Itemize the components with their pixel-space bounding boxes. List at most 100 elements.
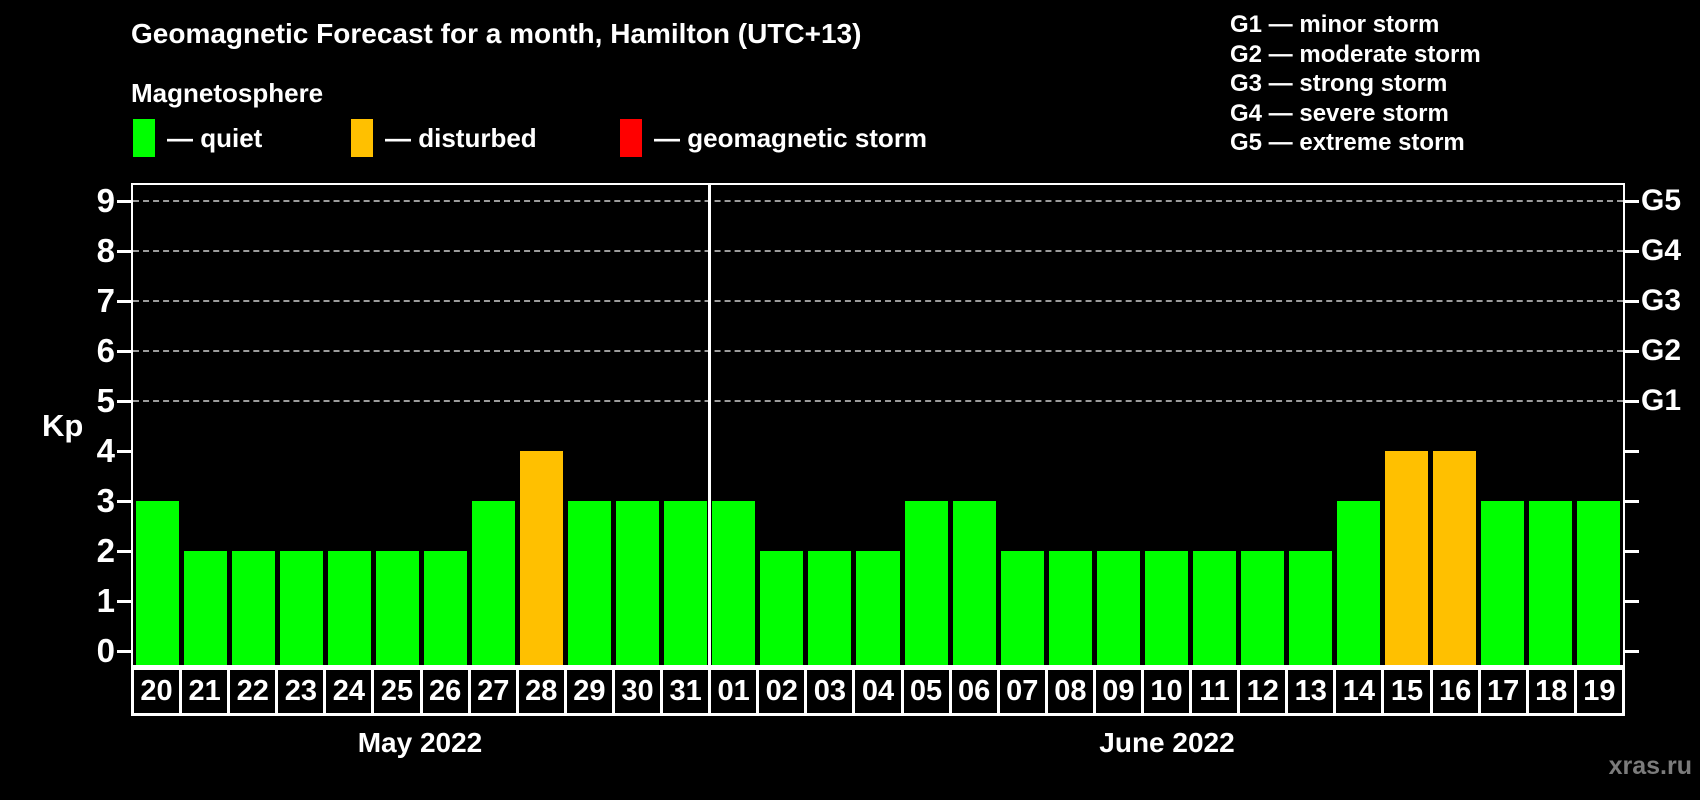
kp-bar-03 (808, 551, 852, 665)
date-cell: 02 (756, 667, 808, 716)
date-cell: 26 (419, 667, 471, 716)
kp-bar-04 (856, 551, 900, 665)
date-cell: 24 (323, 667, 375, 716)
kp-bar-20 (135, 501, 179, 665)
y-tick-left-6 (117, 350, 131, 353)
kp-bar-08 (1048, 551, 1092, 665)
y-tick-right-2 (1625, 550, 1639, 553)
date-cell: 11 (1189, 667, 1241, 716)
y-tick-right-9 (1625, 200, 1639, 203)
g-axis-label-g5: G5 (1641, 184, 1682, 217)
date-cell: 03 (804, 667, 856, 716)
date-axis: 20 21 22 23 24 25 26 27 28 29 30 31 01 02 03 04 05 06 07 08… (131, 667, 1625, 716)
kp-bar-02 (760, 551, 804, 665)
kp-bar-16 (1433, 451, 1477, 665)
kp-bar-22 (231, 551, 275, 665)
legend-item-quiet: — quiet (133, 118, 262, 158)
kp-bar-18 (1529, 501, 1573, 665)
page-title: Geomagnetic Forecast for a month, Hamilt… (131, 18, 862, 49)
y-tick-left-1 (117, 600, 131, 603)
watermark: xras.ru (1608, 752, 1692, 780)
g-legend-item-g5: G5 — extreme storm (1230, 129, 1465, 156)
date-cell: 30 (611, 667, 664, 716)
disturbed-color-swatch (351, 119, 373, 157)
y-tick-right-5 (1625, 400, 1639, 403)
y-tick-label-7: 7 (96, 282, 115, 319)
storm-color-swatch (620, 119, 642, 157)
date-cell: 18 (1525, 667, 1577, 716)
legend-label-disturbed: — disturbed (385, 122, 537, 153)
legend-label-quiet: — quiet (167, 122, 263, 153)
date-cell: 07 (996, 667, 1048, 716)
kp-bar-10 (1144, 551, 1188, 665)
kp-bar-25 (375, 551, 419, 665)
kp-bar-24 (327, 551, 371, 665)
gridline-kp8 (133, 250, 1623, 252)
kp-bar-23 (279, 551, 323, 665)
date-cell: 16 (1429, 667, 1481, 716)
g-legend-item-g2: G2 — moderate storm (1230, 40, 1481, 68)
date-cell: 15 (1381, 667, 1433, 716)
date-cell: 14 (1333, 667, 1385, 716)
y-tick-label-4: 4 (96, 432, 115, 469)
date-cell: 19 (1573, 667, 1625, 716)
month-separator (708, 185, 712, 665)
y-tick-right-0 (1625, 650, 1639, 653)
magnetosphere-label: Magnetosphere (131, 78, 324, 108)
month-label-june: June 2022 (1099, 727, 1235, 758)
date-cell: 04 (852, 667, 904, 716)
date-cell: 13 (1285, 667, 1337, 716)
kp-bar-13 (1289, 551, 1333, 665)
date-cell: 25 (371, 667, 423, 716)
kp-bar-05 (904, 501, 948, 665)
g-axis-label-g3: G3 (1641, 284, 1682, 317)
g-axis-label-g1: G1 (1641, 384, 1682, 417)
legend-item-storm: — geomagnetic storm (620, 118, 927, 158)
y-tick-label-2: 2 (96, 532, 115, 569)
y-tick-label-5: 5 (96, 382, 115, 419)
quiet-color-swatch (133, 119, 155, 157)
kp-axis-label: Kp (42, 408, 84, 443)
y-tick-label-6: 6 (96, 332, 115, 369)
y-tick-right-7 (1625, 300, 1639, 303)
y-tick-left-9 (117, 200, 131, 203)
y-tick-right-4 (1625, 450, 1639, 453)
y-tick-label-1: 1 (96, 582, 115, 619)
kp-bar-06 (952, 501, 996, 665)
y-tick-right-6 (1625, 350, 1639, 353)
date-cell: 08 (1044, 667, 1096, 716)
y-tick-left-2 (117, 550, 131, 553)
y-tick-right-3 (1625, 500, 1639, 503)
date-cell: 21 (179, 667, 231, 716)
date-cell: 31 (660, 667, 712, 716)
kp-bar-30 (616, 501, 660, 665)
date-cell: 06 (948, 667, 1000, 716)
y-tick-left-7 (117, 300, 131, 303)
y-tick-label-8: 8 (96, 232, 115, 269)
gridline-kp5 (133, 400, 1623, 402)
kp-bar-29 (568, 501, 612, 665)
date-cell: 17 (1477, 667, 1529, 716)
g-axis-label-g4: G4 (1641, 234, 1682, 267)
date-cell: 09 (1092, 667, 1144, 716)
kp-bar-27 (471, 501, 515, 665)
kp-bar-28 (520, 451, 564, 665)
g-scale-legend: G1 — minor storm G2 — moderate storm G3 … (1230, 10, 1481, 158)
date-cell: 29 (563, 667, 615, 716)
y-tick-label-3: 3 (96, 482, 115, 519)
date-cell: 28 (515, 667, 567, 716)
gridline-kp6 (133, 350, 1623, 352)
legend-label-storm: — geomagnetic storm (654, 122, 928, 153)
kp-bar-17 (1481, 501, 1525, 665)
kp-bar-01 (712, 501, 756, 665)
y-tick-left-0 (117, 650, 131, 653)
date-cell: 27 (467, 667, 519, 716)
gridline-kp7 (133, 300, 1623, 302)
y-tick-right-1 (1625, 600, 1639, 603)
kp-bar-15 (1385, 451, 1429, 665)
date-cell: 05 (900, 667, 952, 716)
kp-bar-07 (1000, 551, 1044, 665)
y-tick-right-8 (1625, 250, 1639, 253)
kp-bar-21 (183, 551, 227, 665)
